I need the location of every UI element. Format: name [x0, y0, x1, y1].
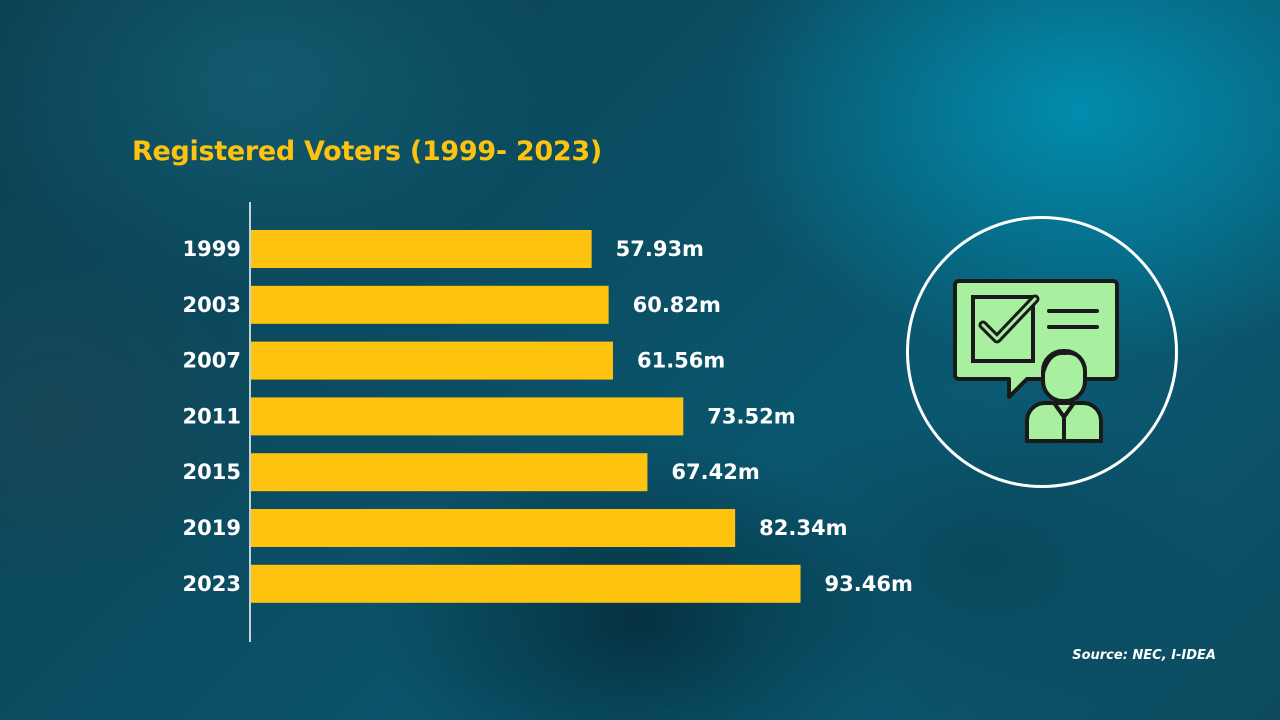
category-axis-line [249, 202, 251, 642]
value-label-2007: 61.56m [637, 349, 725, 373]
category-label-2023: 2023 [183, 572, 241, 596]
value-label-2019: 82.34m [759, 516, 847, 540]
category-label-2019: 2019 [183, 516, 241, 540]
bar-2023 [251, 564, 801, 603]
bar-2007 [251, 341, 613, 380]
value-label-1999: 57.93m [616, 237, 704, 261]
bar-2011 [251, 397, 684, 436]
category-label-1999: 1999 [183, 237, 241, 261]
category-label-2011: 2011 [183, 404, 241, 428]
category-label-2007: 2007 [183, 349, 241, 373]
bar-2003 [251, 285, 609, 324]
category-label-2015: 2015 [183, 460, 241, 484]
value-label-2003: 60.82m [633, 293, 721, 317]
value-label-2023: 93.46m [825, 572, 913, 596]
category-label-2003: 2003 [183, 293, 241, 317]
bar-2015 [251, 453, 648, 492]
value-label-2015: 67.42m [671, 460, 759, 484]
bar-2019 [251, 509, 736, 547]
chart-title: Registered Voters (1999- 2023) [132, 136, 602, 167]
bar-1999 [251, 230, 592, 268]
source-note: Source: NEC, I-IDEA [1072, 648, 1216, 663]
voter-ballot-icon [906, 216, 1178, 488]
value-label-2011: 73.52m [707, 404, 795, 428]
